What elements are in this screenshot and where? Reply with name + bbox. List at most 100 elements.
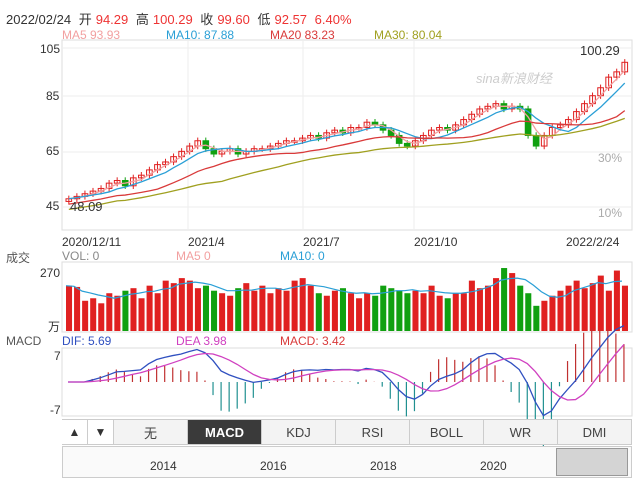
high-value: 100.29 [152, 12, 193, 27]
volume-bar [186, 280, 193, 331]
indicator-tabs: ▲ ▼ 无 MACD KDJ RSI BOLL WR DMI [62, 419, 632, 445]
volume-bar [356, 298, 363, 331]
low-marker: 48.09 [70, 199, 103, 214]
volume-bar [364, 293, 371, 331]
tab-wr[interactable]: WR [484, 420, 558, 444]
macd-bottom-tick: -7 [50, 403, 61, 417]
volume-bar [557, 290, 564, 331]
volume-bar [565, 285, 572, 331]
time-navigator[interactable] [62, 446, 632, 478]
volume-bar [315, 293, 322, 331]
volume-bar [517, 285, 524, 331]
ma5-legend: MA5 93.93 [62, 28, 121, 42]
close-label: 收 [200, 12, 214, 27]
volume-bar [170, 283, 177, 331]
volume-bar [291, 280, 298, 331]
volume-bar [114, 295, 121, 331]
volume-bar [501, 268, 508, 331]
tab-boll[interactable]: BOLL [410, 420, 484, 444]
volume-bar [202, 285, 210, 331]
volume-bar [211, 290, 218, 331]
change-percent: 6.40% [314, 12, 352, 27]
volume-bar [420, 293, 427, 331]
ma30-legend: MA30: 80.04 [374, 28, 443, 42]
price-pane-frame [61, 39, 633, 231]
candle [113, 180, 121, 184]
volume-vol: VOL: 0 [62, 249, 100, 263]
volume-bar [307, 285, 314, 331]
volume-bar [412, 290, 419, 331]
macd-pane-frame [61, 347, 633, 417]
volume-bar [436, 295, 443, 331]
tab-rsi[interactable]: RSI [336, 420, 410, 444]
ma20-legend: MA20 83.23 [270, 28, 335, 42]
nav-year-2014: 2014 [150, 459, 177, 473]
volume-bar [589, 283, 596, 331]
volume-bar [331, 290, 338, 331]
ma20-line [68, 110, 626, 205]
volume-bar [605, 290, 612, 331]
volume-bar [460, 293, 467, 331]
candle [556, 124, 564, 128]
high-marker: 100.29 [580, 43, 620, 58]
candle [484, 105, 492, 110]
volume-top-tick: 270 [40, 266, 61, 280]
quote-header: 2022/02/24 开 94.29 高 100.29 收 99.60 低 92.57 … [6, 9, 356, 28]
scroll-up-button[interactable]: ▲ [62, 420, 88, 444]
volume-bar [267, 293, 274, 331]
volume-title: 成交 [6, 251, 31, 265]
volume-ma5: MA5 0 [176, 249, 211, 263]
volume-bar [339, 288, 346, 331]
date-label-4: 2021/10 [414, 235, 458, 249]
navigator-window-handle[interactable] [556, 448, 628, 476]
ma10-legend: MA10: 87.88 [166, 28, 235, 42]
close-value: 99.60 [217, 12, 250, 27]
volume-ma-line [65, 277, 622, 299]
volume-bar [468, 280, 475, 331]
tab-macd[interactable]: MACD [188, 420, 262, 444]
pct-tick-30: 30% [598, 151, 623, 165]
volume-bar [380, 285, 387, 331]
volume-bar [82, 300, 89, 331]
volume-bar [90, 298, 97, 331]
volume-bar [396, 290, 403, 331]
tab-dmi[interactable]: DMI [558, 420, 632, 444]
candle [613, 71, 621, 78]
open-value: 94.29 [95, 12, 129, 27]
volume-bar [66, 285, 73, 331]
macd-dea: DEA 3.98 [176, 334, 227, 348]
volume-pane-frame [61, 261, 633, 333]
volume-bar [597, 275, 604, 331]
volume-bar [613, 270, 620, 331]
macd-value: MACD: 3.42 [280, 334, 346, 348]
volume-bar [146, 285, 153, 331]
volume-ma10: MA10: 0 [280, 249, 325, 263]
candle [331, 129, 339, 134]
volume-bar [581, 288, 588, 331]
volume-bar [452, 293, 459, 331]
volume-bar [138, 298, 145, 331]
price-tick-65: 65 [46, 144, 60, 158]
date-label-1: 2020/12/11 [62, 235, 122, 249]
nav-year-2016: 2016 [260, 459, 287, 473]
candle [395, 134, 403, 144]
volume-bar [509, 273, 516, 331]
volume-bar [372, 295, 379, 331]
price-tick-85: 85 [46, 89, 60, 103]
volume-bar [194, 288, 201, 331]
volume-bar [178, 278, 185, 331]
volume-bar [74, 286, 81, 331]
volume-bar [388, 288, 395, 331]
volume-bar [154, 293, 161, 331]
tab-kdj[interactable]: KDJ [262, 420, 336, 444]
high-label: 高 [135, 12, 149, 27]
volume-bar [251, 290, 258, 331]
scroll-down-button[interactable]: ▼ [88, 420, 114, 444]
volume-bar [493, 278, 500, 331]
dea-line [68, 344, 625, 401]
tab-none[interactable]: 无 [114, 420, 188, 444]
volume-bar [219, 293, 226, 331]
date-label-2: 2021/4 [188, 235, 225, 249]
nav-year-2020: 2020 [480, 459, 507, 473]
